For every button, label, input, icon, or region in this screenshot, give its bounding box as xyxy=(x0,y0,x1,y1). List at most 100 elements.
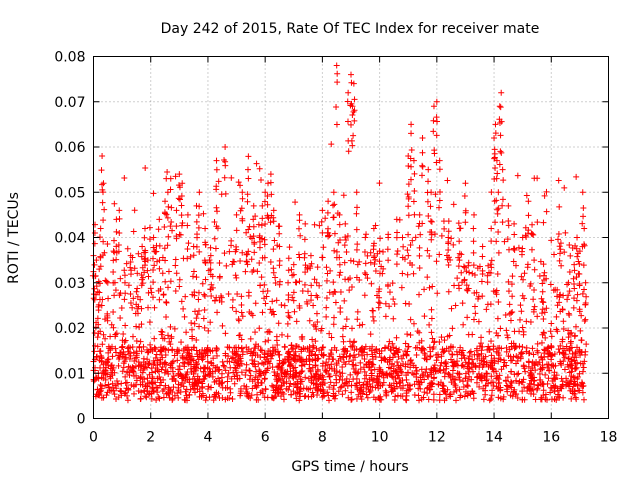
data-point xyxy=(407,316,414,323)
data-point xyxy=(253,160,260,167)
data-point xyxy=(350,376,357,383)
data-point xyxy=(353,369,360,376)
data-point xyxy=(443,345,450,352)
data-point xyxy=(157,348,164,355)
data-point xyxy=(574,234,581,241)
data-point xyxy=(353,210,360,217)
data-point xyxy=(180,359,187,366)
data-point xyxy=(133,301,140,308)
data-point xyxy=(487,395,494,402)
data-point xyxy=(196,189,203,196)
data-point xyxy=(413,352,420,359)
data-point xyxy=(254,391,261,398)
data-point xyxy=(488,189,495,196)
data-point xyxy=(190,268,197,275)
data-point xyxy=(539,298,546,305)
data-point xyxy=(396,346,403,353)
data-point xyxy=(548,237,555,244)
data-point xyxy=(433,357,440,364)
data-point xyxy=(427,380,434,387)
data-point xyxy=(574,291,581,298)
data-point xyxy=(573,274,580,281)
data-point xyxy=(297,385,304,392)
data-point xyxy=(566,369,573,376)
data-point xyxy=(273,297,280,304)
data-point xyxy=(111,237,118,244)
data-point xyxy=(567,252,574,259)
data-point xyxy=(280,359,287,366)
data-point xyxy=(505,202,512,209)
data-point xyxy=(159,254,166,261)
data-point xyxy=(557,360,564,367)
data-point xyxy=(430,117,437,124)
data-point xyxy=(466,269,473,276)
data-point xyxy=(367,367,374,374)
data-point xyxy=(483,370,490,377)
data-point xyxy=(383,370,390,377)
data-point xyxy=(354,261,361,268)
data-point xyxy=(238,205,245,212)
data-point xyxy=(199,346,206,353)
data-point xyxy=(359,321,366,328)
data-point xyxy=(163,314,170,321)
data-point xyxy=(233,246,240,253)
data-point xyxy=(156,216,163,223)
data-point xyxy=(111,292,118,299)
data-point xyxy=(252,300,259,307)
data-point xyxy=(276,281,283,288)
data-point xyxy=(272,387,279,394)
data-point xyxy=(165,391,172,398)
data-point xyxy=(161,345,168,352)
data-point xyxy=(167,278,174,285)
data-point xyxy=(555,236,562,243)
data-point xyxy=(319,381,326,388)
data-point xyxy=(424,198,431,205)
data-point xyxy=(427,218,434,225)
data-point xyxy=(528,370,535,377)
data-point xyxy=(96,357,103,364)
data-point xyxy=(200,376,207,383)
data-point xyxy=(195,296,202,303)
data-point xyxy=(580,262,587,269)
data-point xyxy=(244,198,251,205)
data-point xyxy=(419,346,426,353)
data-point xyxy=(583,341,590,348)
data-point xyxy=(215,390,222,397)
data-point xyxy=(202,397,209,404)
data-point xyxy=(552,286,559,293)
data-point xyxy=(100,180,107,187)
data-point xyxy=(93,391,100,398)
data-point xyxy=(486,328,493,335)
data-point xyxy=(341,242,348,249)
data-point xyxy=(264,365,271,372)
data-point xyxy=(244,392,251,399)
data-point xyxy=(479,271,486,278)
data-point xyxy=(199,280,206,287)
data-point xyxy=(563,343,570,350)
data-point xyxy=(494,210,501,217)
data-point xyxy=(358,347,365,354)
data-point xyxy=(414,328,421,335)
data-point xyxy=(205,327,212,334)
data-point xyxy=(454,275,461,282)
data-point xyxy=(296,302,303,309)
data-point xyxy=(540,299,547,306)
data-point xyxy=(333,347,340,354)
data-point xyxy=(177,196,184,203)
data-point xyxy=(308,379,315,386)
data-point xyxy=(208,292,215,299)
data-point xyxy=(324,277,330,284)
data-point xyxy=(107,345,114,352)
data-point xyxy=(364,252,371,259)
data-point xyxy=(194,311,201,318)
data-point xyxy=(484,370,491,377)
data-point xyxy=(488,338,495,345)
data-point xyxy=(307,252,314,259)
data-point xyxy=(500,177,507,184)
data-point xyxy=(228,174,235,181)
data-point xyxy=(458,269,465,276)
data-point xyxy=(124,345,131,352)
data-point xyxy=(144,349,151,356)
data-point xyxy=(339,333,346,340)
data-point xyxy=(548,320,555,327)
